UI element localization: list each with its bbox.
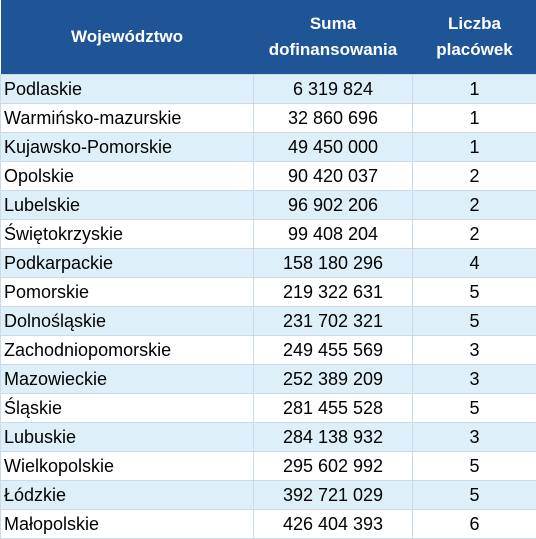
cell-funding: 6 319 824 — [254, 75, 413, 104]
cell-region: Śląskie — [1, 394, 254, 423]
cell-funding: 231 702 321 — [254, 307, 413, 336]
cell-count: 2 — [413, 220, 536, 249]
cell-funding: 32 860 696 — [254, 104, 413, 133]
cell-region: Lubuskie — [1, 423, 254, 452]
header-funding: Suma dofinansowania — [254, 0, 413, 75]
cell-region: Opolskie — [1, 162, 254, 191]
cell-region: Podkarpackie — [1, 249, 254, 278]
cell-region: Świętokrzyskie — [1, 220, 254, 249]
cell-funding: 392 721 029 — [254, 481, 413, 510]
cell-funding: 249 455 569 — [254, 336, 413, 365]
cell-count: 5 — [413, 452, 536, 481]
cell-count: 2 — [413, 162, 536, 191]
cell-count: 1 — [413, 133, 536, 162]
cell-funding: 219 322 631 — [254, 278, 413, 307]
table-header: Województwo Suma dofinansowania Liczba p… — [1, 0, 536, 75]
header-row: Województwo Suma dofinansowania Liczba p… — [1, 0, 536, 75]
cell-count: 3 — [413, 365, 536, 394]
cell-count: 3 — [413, 423, 536, 452]
cell-funding: 49 450 000 — [254, 133, 413, 162]
cell-count: 3 — [413, 336, 536, 365]
cell-region: Małopolskie — [1, 510, 254, 539]
cell-region: Wielkopolskie — [1, 452, 254, 481]
cell-funding: 284 138 932 — [254, 423, 413, 452]
cell-region: Warmińsko-mazurskie — [1, 104, 254, 133]
header-region-label: Województwo — [71, 27, 183, 46]
cell-region: Podlaskie — [1, 75, 254, 104]
header-count-line1: Liczba — [448, 14, 501, 33]
cell-funding: 99 408 204 — [254, 220, 413, 249]
header-funding-line1: Suma — [310, 14, 356, 33]
header-region: Województwo — [1, 0, 254, 75]
cell-funding: 281 455 528 — [254, 394, 413, 423]
cell-region: Kujawsko-Pomorskie — [1, 133, 254, 162]
cell-funding: 90 420 037 — [254, 162, 413, 191]
cell-funding: 96 902 206 — [254, 191, 413, 220]
cell-region: Lubelskie — [1, 191, 254, 220]
header-count-line2: placówek — [436, 40, 513, 59]
cell-region: Pomorskie — [1, 278, 254, 307]
header-count: Liczba placówek — [413, 0, 536, 75]
cell-funding: 252 389 209 — [254, 365, 413, 394]
cell-count: 2 — [413, 191, 536, 220]
cell-count: 1 — [413, 104, 536, 133]
cell-count: 5 — [413, 394, 536, 423]
header-funding-line2: dofinansowania — [269, 40, 397, 59]
cell-count: 5 — [413, 278, 536, 307]
cell-count: 1 — [413, 75, 536, 104]
cell-count: 6 — [413, 510, 536, 539]
cell-count: 5 — [413, 307, 536, 336]
cell-funding: 295 602 992 — [254, 452, 413, 481]
cell-region: Mazowieckie — [1, 365, 254, 394]
cell-funding: 426 404 393 — [254, 510, 413, 539]
cell-funding: 158 180 296 — [254, 249, 413, 278]
cell-region: Łódzkie — [1, 481, 254, 510]
cell-region: Dolnośląskie — [1, 307, 254, 336]
cell-count: 4 — [413, 249, 536, 278]
cell-count: 5 — [413, 481, 536, 510]
cell-region: Zachodniopomorskie — [1, 336, 254, 365]
